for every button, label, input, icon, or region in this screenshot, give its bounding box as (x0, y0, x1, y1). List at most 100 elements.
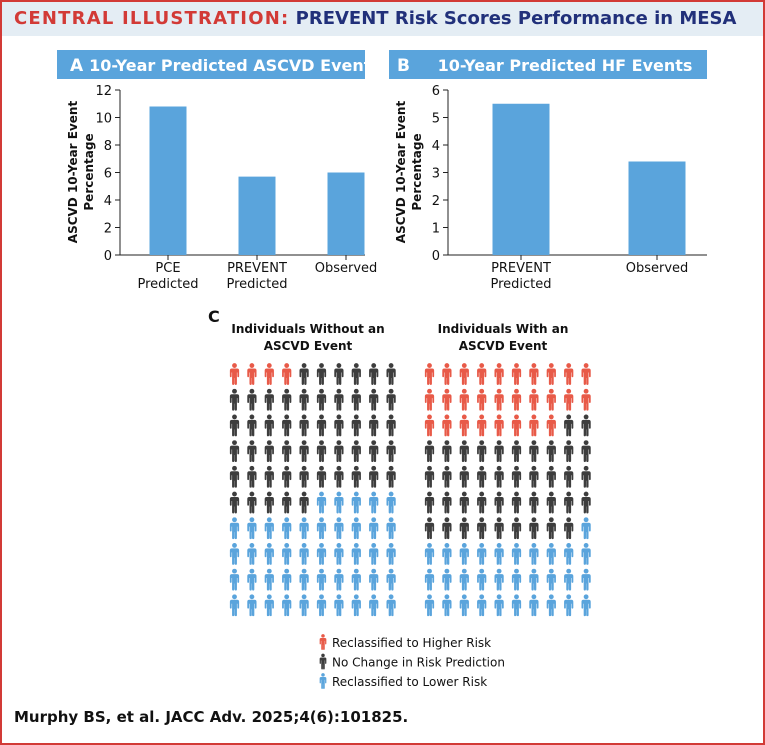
person-icon-blue (442, 594, 452, 617)
panel-a-title: 10-Year Predicted ASCVD Events (89, 56, 381, 75)
a-tick-label: 8 (104, 139, 112, 154)
person-icon-dark (334, 363, 344, 385)
a-tick-label: 10 (95, 112, 112, 127)
person-icon-dark (564, 465, 574, 488)
person-icon-blue (511, 543, 522, 565)
panel-b-title-bar (389, 50, 707, 79)
person-icon-red (264, 363, 274, 385)
person-icon-dark (459, 491, 469, 514)
person-icon-blue (529, 543, 539, 565)
person-icon-dark (477, 491, 487, 514)
panel-a-letter: A (70, 56, 84, 76)
person-icon-red (529, 363, 539, 385)
person-icon-blue (546, 594, 556, 617)
panel-b-ylabel-line2: Percentage (410, 133, 424, 210)
a-x-tick-label: Predicted (226, 277, 287, 292)
person-icon-dark (264, 388, 274, 411)
person-icon-dark (229, 440, 240, 463)
person-icon-blue (247, 543, 257, 565)
person-icon-dark (369, 440, 379, 463)
person-icon-dark (299, 440, 309, 463)
page-title: CENTRAL ILLUSTRATION: PREVENT Risk Score… (14, 8, 736, 29)
person-icon-blue (299, 543, 309, 565)
person-icon-blue (581, 517, 591, 540)
person-icon-dark (247, 491, 257, 514)
panel-b-ylabel-line1: ASCVD 10-Year Event (394, 101, 408, 244)
person-icon-dark (282, 491, 292, 514)
person-icon-blue (316, 491, 327, 514)
person-icon-dark (494, 517, 504, 540)
person-icon-dark (459, 517, 469, 540)
b-tick-label: 3 (432, 167, 440, 182)
person-icon-blue (494, 543, 504, 565)
person-icon-blue (424, 594, 435, 617)
person-icon-dark (369, 388, 379, 411)
person-icon-blue (459, 594, 469, 617)
person-icon-dark (229, 414, 240, 437)
person-icon-dark (247, 440, 257, 463)
person-icon-dark (264, 414, 274, 437)
person-icon-dark (442, 491, 452, 514)
person-icon-dark (529, 465, 539, 488)
panel-c-letter: C (208, 307, 220, 326)
person-icon-red (546, 414, 556, 437)
legend-label: Reclassified to Lower Risk (332, 675, 487, 689)
person-icon-dark (264, 465, 274, 488)
panel-b-title: 10-Year Predicted HF Events (438, 56, 693, 75)
group-1-person-grid (229, 363, 396, 617)
person-icon-blue (334, 568, 344, 591)
person-icon-dark (334, 388, 344, 411)
person-icon-red (494, 414, 504, 437)
person-icon-dark (316, 440, 327, 463)
person-icon-dark (351, 388, 361, 411)
group-2-title-line1: Individuals With an (438, 322, 569, 336)
person-icon-blue (386, 517, 396, 540)
person-icon-dark (334, 414, 344, 437)
person-icon-blue (477, 594, 487, 617)
a-tick-label: 0 (104, 249, 112, 264)
person-icon-dark (477, 465, 487, 488)
person-icon-dark (386, 388, 396, 411)
person-icon-red (564, 363, 574, 385)
person-icon-blue (282, 543, 292, 565)
person-icon-blue (529, 594, 539, 617)
person-icon-dark (282, 414, 292, 437)
person-icon-blue (581, 543, 591, 565)
person-icon-blue (264, 594, 274, 617)
person-icon-blue (247, 517, 257, 540)
person-icon-blue (511, 594, 522, 617)
group-1-title-line1: Individuals Without an (231, 322, 384, 336)
person-icon-dark (386, 465, 396, 488)
person-icon-blue (351, 543, 361, 565)
person-icon-blue (424, 543, 435, 565)
person-icon-red (511, 414, 522, 437)
person-icon-blue (316, 568, 327, 591)
person-icon-red (442, 388, 452, 411)
person-icon-red (442, 414, 452, 437)
person-icon-blue (369, 594, 379, 617)
person-icon-dark (546, 491, 556, 514)
person-icon-dark (494, 440, 504, 463)
person-icon-blue (386, 568, 396, 591)
a-tick-label: 12 (95, 84, 112, 99)
person-icon-dark (282, 465, 292, 488)
person-icon-dark (299, 414, 309, 437)
group-1-title-line2: ASCVD Event (264, 339, 353, 353)
person-icon-blue (369, 543, 379, 565)
header-band (2, 2, 763, 36)
a-x-tick-label: Observed (315, 261, 378, 276)
b-tick-label: 4 (432, 139, 440, 154)
panel-a-y-ticks: 0 2 4 6 8 10 12 (95, 84, 120, 264)
person-icon-dark (351, 465, 361, 488)
person-icon-red (494, 388, 504, 411)
a-bar (238, 176, 276, 255)
person-icon-dark (247, 388, 257, 411)
person-icon-dark (369, 465, 379, 488)
person-icon-blue (282, 517, 292, 540)
person-icon-dark (581, 440, 591, 463)
person-icon-blue (511, 568, 522, 591)
person-icon-red (546, 388, 556, 411)
person-icon-blue (351, 594, 361, 617)
person-icon-red (424, 414, 435, 437)
person-icon-red (424, 388, 435, 411)
